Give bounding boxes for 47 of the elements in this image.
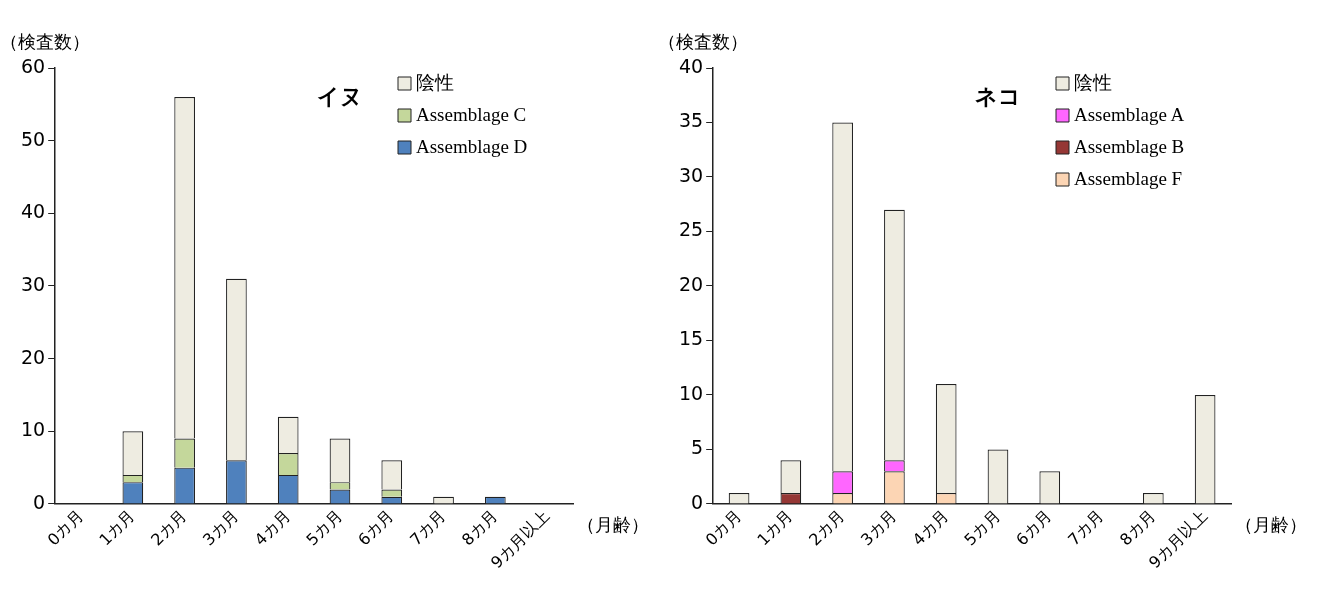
y-tick-label: 10 xyxy=(20,418,46,441)
y-tick-label: 30 xyxy=(678,163,704,186)
legend-label: Assemblage D xyxy=(416,135,528,157)
text: ネコ xyxy=(974,83,1021,109)
x-tick-label: 8カ月 xyxy=(457,506,502,550)
y-tick-label: 0 xyxy=(691,490,704,513)
x-tick-label: 6カ月 xyxy=(354,506,398,550)
y-tick-label: 40 xyxy=(20,200,46,223)
y-tick-label: 25 xyxy=(678,218,704,241)
y-axis-title: （検査数） xyxy=(0,30,91,52)
y-tick-label: 0 xyxy=(33,490,46,513)
y-tick-label: 20 xyxy=(678,272,704,295)
legend-label: Assemblage B xyxy=(1074,135,1185,157)
x-tick-label: 0カ月 xyxy=(43,506,87,550)
y-tick-label: 50 xyxy=(20,127,46,150)
x-axis-title: （月齢） xyxy=(1235,513,1307,535)
x-tick-label: 1カ月 xyxy=(95,506,139,550)
y-tick-label: 10 xyxy=(678,381,704,404)
x-tick-label: 8カ月 xyxy=(1115,506,1160,550)
y-tick-label: 20 xyxy=(20,345,46,368)
x-tick-label: 6カ月 xyxy=(1012,506,1056,550)
text: イヌ xyxy=(316,83,363,109)
x-tick-label: 5カ月 xyxy=(960,506,1004,550)
y-tick-label: 30 xyxy=(20,272,46,295)
x-tick-label: 5カ月 xyxy=(302,506,346,550)
x-tick-label: 7カ月 xyxy=(406,506,450,550)
y-tick-label: 40 xyxy=(678,54,704,77)
legend-label: Assemblage C xyxy=(416,103,527,125)
y-tick-label: 5 xyxy=(691,436,704,459)
legend-label: Assemblage F xyxy=(1074,167,1183,189)
y-tick-label: 60 xyxy=(20,54,46,77)
legend-label: 陰性 xyxy=(416,71,454,93)
x-tick-label: 3カ月 xyxy=(856,506,901,550)
legend-label: 陰性 xyxy=(1074,71,1112,93)
y-axis-title: （検査数） xyxy=(658,30,749,52)
x-tick-label: 7カ月 xyxy=(1064,506,1108,550)
y-tick-label: 35 xyxy=(678,109,704,132)
x-tick-label: 4カ月 xyxy=(250,506,294,550)
y-tick-label: 15 xyxy=(678,327,704,350)
x-tick-label: 4カ月 xyxy=(908,506,952,550)
x-tick-label: 3カ月 xyxy=(198,506,243,550)
x-tick-label: 2カ月 xyxy=(805,506,849,550)
x-axis-title: （月齢） xyxy=(577,513,649,535)
x-tick-label: 1カ月 xyxy=(753,506,797,550)
legend-label: Assemblage A xyxy=(1074,103,1185,125)
x-tick-label: 0カ月 xyxy=(701,506,745,550)
x-tick-label: 2カ月 xyxy=(147,506,191,550)
